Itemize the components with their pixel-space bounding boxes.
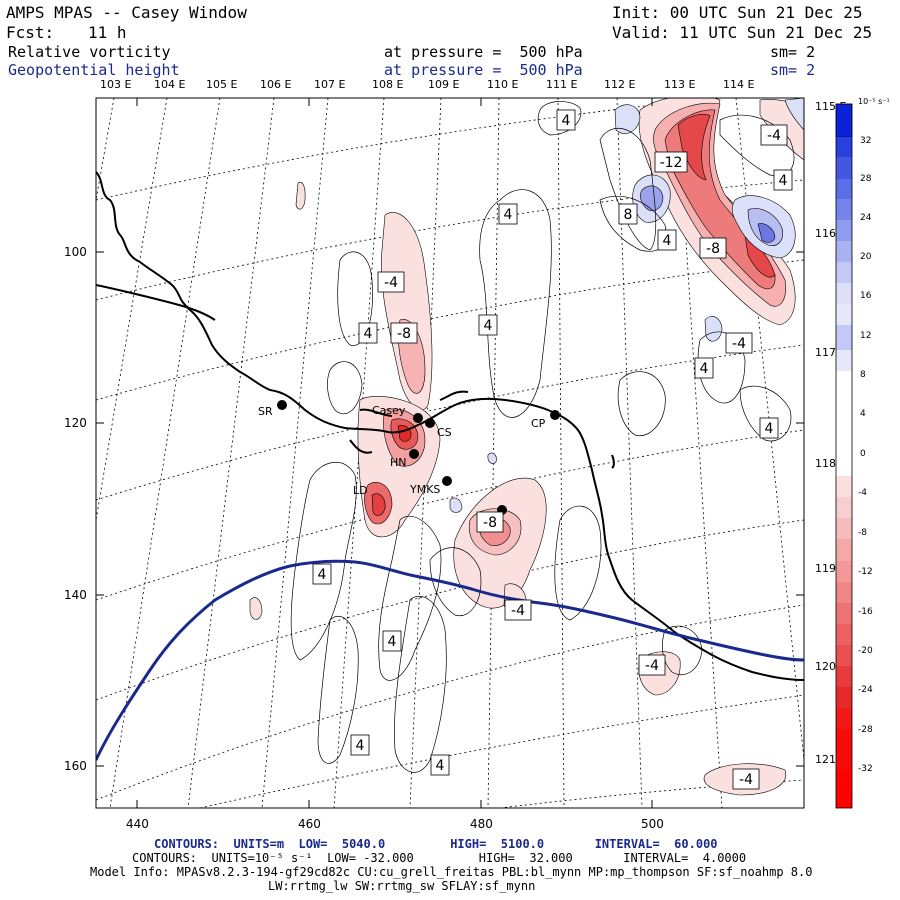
contour-label: -8 [483,515,497,531]
colorbar-unit: 10⁻⁵ s⁻¹ [858,97,890,106]
contour-label: -4 [511,603,525,619]
contour-label: -4 [384,275,398,291]
lon-label: 104 E [154,78,186,91]
lon-label: 112 E [604,78,636,91]
contour-labels: -4 -8 4 -12 8 4 -8 -4 4 -4 4 -8 4 4 -8 4… [312,109,793,790]
axis-ticks [96,98,804,808]
positive-vorticity-shading [449,98,804,513]
lon-label: 108 E [372,78,404,91]
station-label-ld: LD [353,484,368,497]
station-label-casey: Casey [372,404,406,417]
colorbar-tick: 4 [860,409,866,419]
forecast-hour: 11 h [88,23,127,42]
model-info-radiation: LW:rrtmg_lw SW:rrtmg_sw SFLAY:sf_mynn [268,879,536,893]
model-info: Model Info: MPASv8.2.3-194-gf29cd82c CU:… [90,865,813,879]
colorbar-tick: 20 [860,252,872,262]
y-tick-label: 100 [64,245,87,259]
contour-label: 4 [484,318,493,334]
contour-label: 4 [765,421,774,437]
field1-smoothing: sm= 2 [770,43,816,61]
contour-label: -8 [706,241,720,257]
station-marker[interactable] [442,476,452,486]
contour-label: 4 [364,326,373,342]
y-tick-label: 140 [64,588,87,602]
x-tick-label: 480 [470,817,493,831]
contour-label: -12 [660,155,683,171]
station-label-sr: SR [258,405,273,418]
contour-label: -4 [732,336,746,352]
x-tick-label: 440 [126,817,149,831]
y-tick-label: 120 [64,416,87,430]
colorbar-tick: -4 [858,488,867,498]
forecast-label: Fcst: [6,23,55,42]
station-marker[interactable] [413,413,423,423]
lon-label: 105 E [206,78,238,91]
x-tick-label: 460 [298,817,321,831]
station-marker[interactable] [409,449,419,459]
init-time: Init: 00 UTC Sun 21 Dec 25 [612,3,863,22]
field1-level: at pressure = 500 hPa [384,43,583,61]
station-label-cp: CP [531,417,546,430]
station-label-ymks: YMKS [409,483,440,496]
colorbar-tick: 12 [860,331,871,341]
station-label-hn: HN [390,456,407,469]
contour-label: -4 [645,658,659,674]
contour-label: -4 [739,772,753,788]
contour-label: 4 [700,361,709,377]
vorticity-contour-info: CONTOURS: UNITS=10⁻⁵ s⁻¹ LOW= -32.000 HI… [132,851,747,865]
station-marker[interactable] [550,410,560,420]
x-tick-label: 500 [641,817,664,831]
lon-label: 114 E [723,78,755,91]
geopotential-height-contour [96,559,804,761]
station-marker[interactable] [425,418,435,428]
y-tick-label: 160 [64,759,87,773]
colorbar-tick: 8 [860,370,866,380]
contour-label: -4 [767,128,781,144]
contour-label: 4 [356,738,365,754]
colorbar [835,103,853,809]
negative-vorticity-shading [249,98,804,796]
contour-label: 4 [562,113,571,129]
lon-label: 106 E [260,78,292,91]
colorbar-tick: 28 [860,174,872,184]
colorbar-tick: -32 [858,764,873,774]
field2-smoothing: sm= 2 [770,61,816,79]
contour-label: 4 [504,207,513,223]
field2-level: at pressure = 500 hPa [384,61,583,79]
lon-label: 113 E [664,78,696,91]
lon-label: 107 E [314,78,346,91]
vorticity-contours [290,101,795,773]
contour-label: 4 [388,634,397,650]
colorbar-tick: -8 [858,528,867,538]
colorbar-tick: 0 [860,449,866,459]
station-label-cs: CS [437,426,452,439]
lon-label: 110 E [487,78,519,91]
colorbar-tick: 32 [860,136,871,146]
contour-label: 4 [318,567,327,583]
colorbar-tick: -28 [858,725,873,735]
contour-label: 4 [436,758,445,774]
plot-frame [95,97,805,809]
station-marker[interactable] [277,400,287,410]
coastline [96,171,804,681]
colorbar-tick: -24 [858,685,873,695]
map-title: AMPS MPAS -- Casey Window [6,3,247,22]
field1-name: Relative vorticity [8,43,171,61]
contour-label: 8 [624,207,633,223]
contour-label: -8 [397,326,411,342]
field2-name: Geopotential height [8,61,180,79]
contour-label: 4 [779,173,788,189]
contour-label: 4 [663,233,672,249]
lon-label: 109 E [428,78,460,91]
valid-time: Valid: 11 UTC Sun 21 Dec 25 [612,23,873,42]
colorbar-tick: -20 [858,646,873,656]
height-contour-info: CONTOURS: UNITS=m LOW= 5040.0 HIGH= 5100… [154,837,718,851]
lon-label: 103 E [100,78,132,91]
colorbar-tick: -12 [858,567,873,577]
colorbar-tick: -16 [858,607,873,617]
colorbar-tick: 16 [860,291,872,301]
lon-label: 111 E [546,78,578,91]
colorbar-tick: 24 [860,213,872,223]
